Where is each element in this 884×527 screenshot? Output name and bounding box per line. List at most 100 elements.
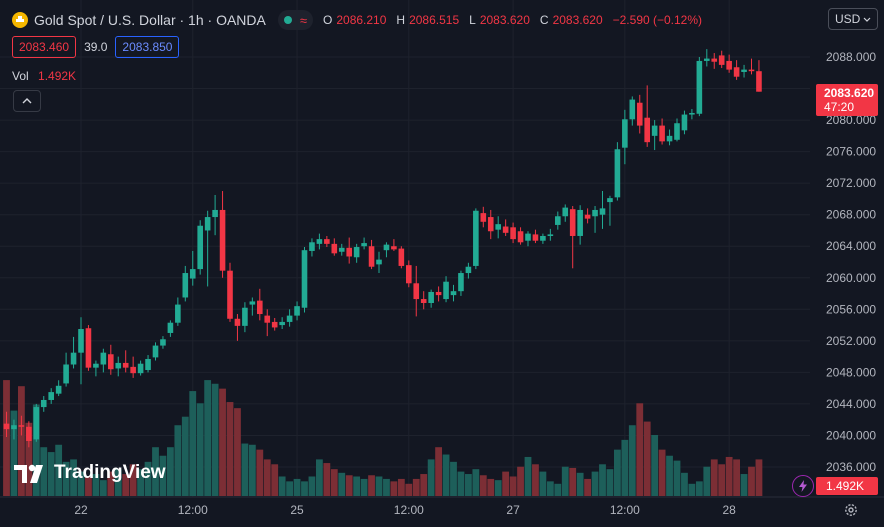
candle-body	[584, 214, 591, 219]
candle-body	[383, 244, 390, 251]
candle-body	[562, 207, 569, 217]
last-price: 2083.620	[824, 86, 875, 100]
candle-body	[309, 242, 315, 251]
price-tick-label: 2060.000	[826, 271, 876, 285]
volume-bar	[263, 459, 271, 496]
volume-bar	[748, 466, 755, 496]
candle-body	[11, 425, 17, 430]
volume-bar	[181, 416, 189, 496]
candle-body	[331, 243, 338, 254]
candle-body	[614, 149, 621, 198]
candle-body	[696, 60, 703, 114]
price-tick-label: 2052.000	[826, 334, 876, 348]
candle-body	[540, 235, 546, 241]
lightning-icon[interactable]	[792, 475, 814, 497]
volume-bar	[695, 481, 703, 496]
volume-bar	[189, 391, 197, 496]
volume-bar	[308, 476, 316, 496]
volume-bar	[55, 444, 63, 496]
candle-body	[510, 227, 516, 240]
candle-body	[361, 243, 367, 247]
volume-bar	[524, 456, 532, 496]
volume-bar	[152, 447, 159, 496]
volume-bar	[725, 456, 733, 496]
volume-bar	[591, 471, 599, 496]
candle-body	[26, 426, 32, 441]
candle-body	[502, 226, 509, 233]
candle-body	[681, 114, 688, 131]
volume-bar	[174, 425, 182, 496]
volume-bar	[219, 388, 226, 496]
volume-bar	[338, 472, 346, 496]
candle-body	[271, 321, 278, 328]
price-tick-label: 2080.000	[826, 113, 876, 127]
volume-bar	[330, 469, 338, 496]
candle-body	[577, 209, 583, 236]
volume-bar	[502, 471, 510, 496]
price-tick-label: 2040.000	[826, 428, 876, 442]
candle-body	[569, 209, 576, 236]
settings-gear-icon[interactable]	[843, 502, 859, 518]
time-axis[interactable]: 22 12:00 25 12:00 27 12:00 28	[0, 496, 884, 527]
volume-bar	[688, 483, 696, 496]
candle-body	[458, 273, 464, 292]
volume-bar	[353, 476, 361, 496]
spread-value: 39.0	[84, 40, 108, 54]
candle-body	[48, 392, 54, 400]
buy-button[interactable]: 2083.850	[115, 36, 180, 58]
ohlc-values: O 2086.210 H 2086.515 L 2083.620 C 2083.620 …	[323, 13, 708, 27]
volume-bar	[569, 467, 577, 496]
symbol-title[interactable]: Gold Spot / U.S. Dollar · 1h · OANDA	[34, 12, 266, 28]
close-value: 2083.620	[552, 13, 603, 27]
price-axis[interactable]: 2036.000 2040.000 2044.000 2048.000 2052.000…	[812, 0, 884, 497]
volume-bar	[457, 471, 465, 496]
candle-body	[689, 112, 695, 115]
volume-bar	[681, 472, 688, 496]
candle-body	[420, 299, 427, 303]
candle-body	[406, 265, 412, 284]
candle-body	[599, 208, 606, 215]
candle-body	[338, 247, 345, 252]
close-label: C	[539, 13, 549, 27]
volume-bar	[554, 483, 562, 496]
market-status-pill[interactable]: ≈	[277, 10, 313, 30]
volume-bar	[509, 476, 517, 496]
candle-body	[555, 216, 561, 225]
candle-body	[376, 259, 382, 265]
candle-body	[525, 233, 531, 241]
high-value: 2086.515	[409, 13, 460, 27]
candle-body	[55, 385, 62, 394]
volume-bars	[3, 380, 763, 496]
volume-bar	[643, 421, 651, 496]
volume-bar	[733, 459, 740, 496]
candle-body	[413, 283, 420, 300]
market-open-icon	[283, 16, 292, 24]
currency-select[interactable]: USD	[828, 8, 878, 30]
price-tick-label: 2048.000	[826, 365, 876, 379]
volume-bar	[10, 410, 18, 496]
volume-bar	[301, 481, 308, 496]
collapse-legend-button[interactable]	[13, 90, 41, 112]
last-price-badge: 2083.620 47:20	[816, 84, 878, 116]
chevron-down-icon	[863, 17, 871, 22]
candle-body	[346, 247, 352, 257]
candle-body	[204, 217, 211, 231]
price-tick-label: 2064.000	[826, 239, 876, 253]
candle-body	[674, 123, 680, 140]
candle-body	[130, 366, 136, 374]
volume-bar	[137, 469, 144, 496]
volume-bar	[18, 386, 25, 496]
candle-body	[219, 209, 226, 271]
volume-bar	[345, 475, 353, 496]
time-tick-label: 12:00	[178, 503, 208, 517]
sell-button[interactable]: 2083.460	[12, 36, 77, 58]
volume-label: Vol	[12, 69, 29, 83]
volume-bar	[584, 478, 591, 496]
open-label: O	[323, 13, 333, 27]
change-value: −2.590 (−0.12%)	[612, 13, 703, 27]
volume-bar	[271, 464, 279, 496]
price-tick-label: 2056.000	[826, 302, 876, 316]
bar-countdown: 47:20	[824, 100, 855, 114]
candle-body	[718, 55, 725, 65]
